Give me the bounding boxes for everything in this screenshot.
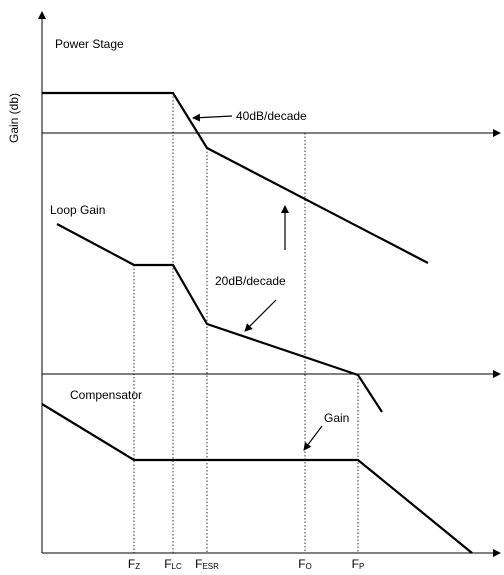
- frequency-labels: FZ FLC FESR FO FP: [128, 557, 364, 571]
- frequency-label: FESR: [195, 557, 219, 571]
- frequency-base: F: [352, 557, 359, 571]
- frequency-base: F: [128, 557, 135, 571]
- annotation-arrow: [303, 425, 323, 451]
- frequency-label: FP: [352, 557, 365, 571]
- annotation: 40dB/decade: [236, 109, 307, 123]
- frequency-base: F: [195, 557, 202, 571]
- frequency-subscript: Z: [135, 562, 140, 571]
- power-stage-curve: [42, 91, 429, 264]
- annotation-arrow: [244, 299, 277, 332]
- frequency-label: FLC: [164, 557, 182, 571]
- annotation: 20dB/decade: [215, 274, 286, 288]
- curve-label: Power Stage: [55, 37, 124, 51]
- frequency-label: FZ: [128, 557, 140, 571]
- frequency-base: F: [164, 557, 171, 571]
- compensator-curve: [41, 403, 473, 554]
- frequency-label: FO: [298, 557, 312, 571]
- frequency-subscript: O: [306, 562, 312, 571]
- frequency-subscript: LC: [172, 562, 182, 571]
- frequency-subscript: ESR: [202, 562, 219, 571]
- loop-gain-curve: [56, 223, 383, 413]
- annotation: Gain: [324, 411, 349, 425]
- frequency-subscript: P: [359, 562, 364, 571]
- curve-label: Loop Gain: [50, 203, 105, 217]
- curve-label: Compensator: [70, 388, 142, 402]
- annotation-arrow: [192, 113, 233, 122]
- axis-label: Gain (db): [7, 93, 21, 143]
- frequency-base: F: [298, 557, 305, 571]
